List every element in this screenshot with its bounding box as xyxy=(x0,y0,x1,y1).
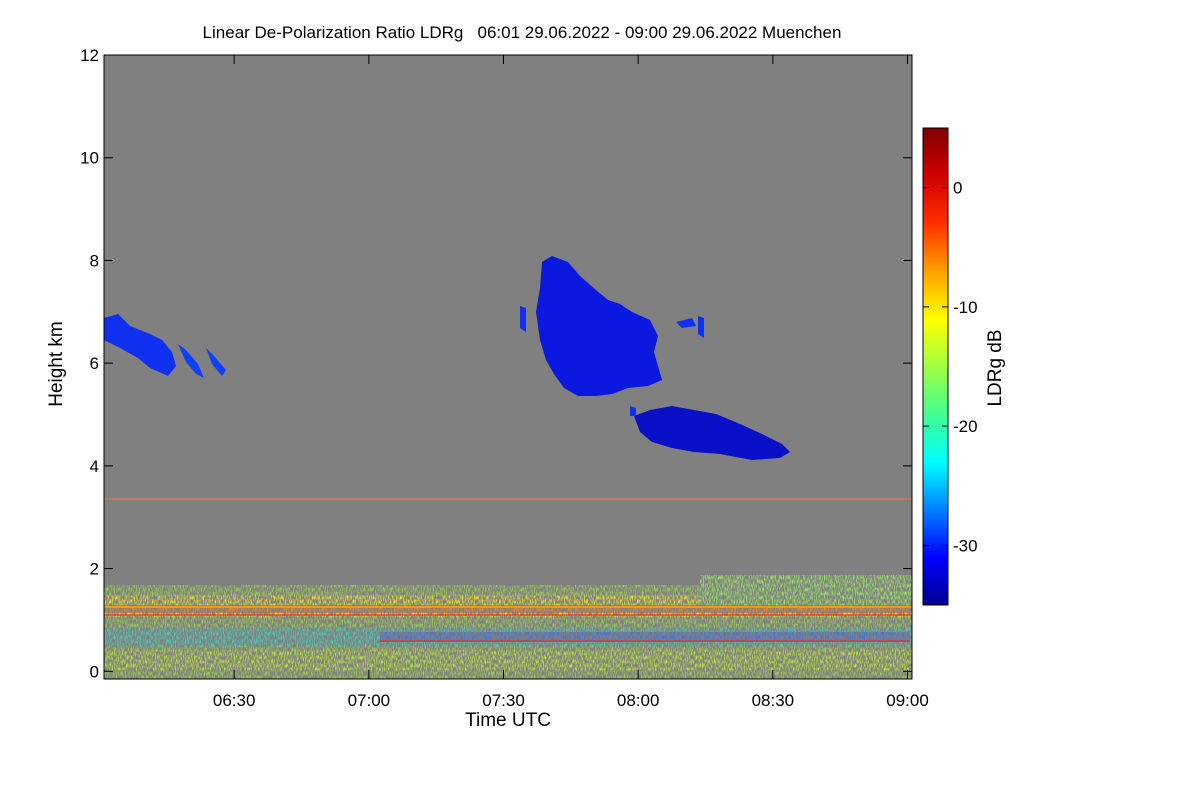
y-tick-label: 0 xyxy=(90,662,99,681)
x-tick-label: 07:30 xyxy=(482,691,525,710)
x-tick-label: 09:00 xyxy=(886,691,929,710)
colorbar-tick-label: -10 xyxy=(953,298,978,317)
y-tick-label: 10 xyxy=(80,149,99,168)
x-tick-label: 08:30 xyxy=(752,691,795,710)
x-tick-label: 07:00 xyxy=(348,691,391,710)
cirrus-left-fragment-2 xyxy=(206,348,226,376)
colorbar-label: LDRg dB xyxy=(985,329,1006,406)
x-tick-label: 06:30 xyxy=(213,691,256,710)
colorbar-tick-label: 0 xyxy=(953,179,962,198)
mid-level-cloud xyxy=(634,406,790,460)
chart-title: Linear De-Polarization Ratio LDRg 06:01 … xyxy=(203,23,842,42)
cirrus-left xyxy=(104,314,176,376)
colorbar xyxy=(922,127,949,606)
x-tick-label: 08:00 xyxy=(617,691,660,710)
cirrus-large-wisp-3 xyxy=(698,316,704,338)
y-tick-label: 12 xyxy=(80,46,99,65)
cirrus-large xyxy=(536,256,662,396)
feature-layer xyxy=(104,256,912,679)
cirrus-large-wisp-2 xyxy=(676,318,696,328)
boundary-layer-aerosol xyxy=(104,575,912,679)
y-tick-label: 4 xyxy=(90,457,99,476)
y-tick-label: 8 xyxy=(90,251,99,270)
x-axis: 06:30 07:00 07:30 08:00 08:30 09:00 xyxy=(213,55,929,710)
y-axis: 0 2 4 6 8 10 12 xyxy=(80,46,912,681)
y-tick-label: 2 xyxy=(90,560,99,579)
colorbar-tick-label: -30 xyxy=(953,536,978,555)
x-axis-label: Time UTC xyxy=(465,710,551,731)
y-tick-label: 6 xyxy=(90,354,99,373)
boundary-layer-lines xyxy=(104,498,912,642)
y-axis-label: Height km xyxy=(46,321,67,407)
cirrus-large-wisp xyxy=(520,306,526,332)
cirrus-left-fragment xyxy=(178,344,204,378)
mid-level-cloud-wisp xyxy=(630,406,636,416)
colorbar-tick-label: -20 xyxy=(953,417,978,436)
plot-frame xyxy=(103,54,913,680)
colorbar-ticks: 0 -10 -20 -30 xyxy=(923,179,978,555)
